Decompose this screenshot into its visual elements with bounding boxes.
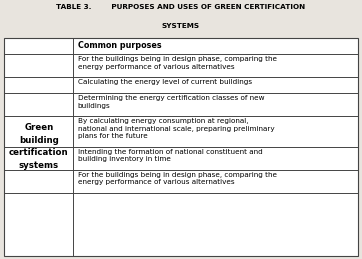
Text: TABLE 3.        PURPOSES AND USES OF GREEN CERTIFICATION: TABLE 3. PURPOSES AND USES OF GREEN CERT…	[56, 4, 306, 10]
Text: SYSTEMS: SYSTEMS	[162, 23, 200, 29]
Text: Intending the formation of national constituent and
building inventory in time: Intending the formation of national cons…	[77, 149, 262, 162]
Text: Common purposes: Common purposes	[77, 41, 161, 50]
Text: For the buildings being in design phase, comparing the
energy performance of var: For the buildings being in design phase,…	[77, 172, 277, 185]
Text: Green
building
certification
systems: Green building certification systems	[9, 124, 69, 170]
Text: For the buildings being in design phase, comparing the
energy performance of var: For the buildings being in design phase,…	[77, 56, 277, 69]
Text: Determining the energy certification classes of new
buildings: Determining the energy certification cla…	[77, 95, 264, 109]
Bar	[4, 38, 358, 256]
Text: By calculating energy consumption at regional,
national and international scale,: By calculating energy consumption at reg…	[77, 118, 274, 139]
Text: Calculating the energy level of current buildings: Calculating the energy level of current …	[77, 79, 252, 85]
